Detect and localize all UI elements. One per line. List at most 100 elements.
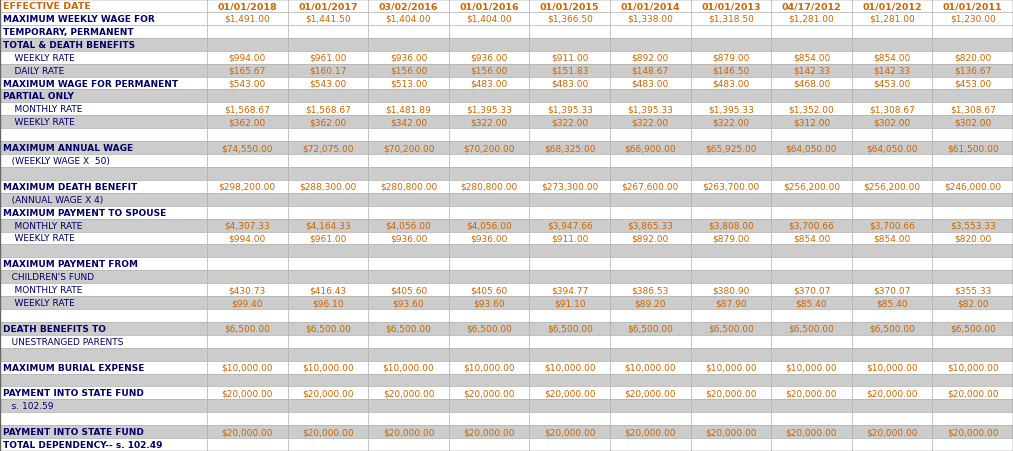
Bar [691, 0, 771, 13]
Bar [610, 245, 691, 258]
Bar [0, 142, 207, 155]
Text: $6,500.00: $6,500.00 [224, 324, 270, 333]
Text: $20,000.00: $20,000.00 [544, 427, 596, 436]
Text: $1,281.00: $1,281.00 [869, 15, 915, 24]
Bar [288, 51, 368, 64]
Text: $854.00: $854.00 [793, 234, 830, 243]
Bar [691, 232, 771, 245]
Text: $263,700.00: $263,700.00 [702, 182, 760, 191]
Text: MAXIMUM PAYMENT TO SPOUSE: MAXIMUM PAYMENT TO SPOUSE [3, 208, 166, 217]
Bar [368, 219, 449, 232]
Text: $854.00: $854.00 [793, 54, 830, 63]
Bar [207, 51, 288, 64]
Text: $3,865.33: $3,865.33 [627, 221, 674, 230]
Bar [852, 245, 932, 258]
Text: 01/01/2011: 01/01/2011 [943, 2, 1003, 11]
Bar [207, 271, 288, 284]
Bar [771, 39, 852, 51]
Text: $93.60: $93.60 [473, 299, 504, 307]
Bar [368, 232, 449, 245]
Bar [288, 374, 368, 387]
Bar [449, 219, 530, 232]
Bar [610, 309, 691, 322]
Bar [0, 335, 207, 348]
Text: $280,800.00: $280,800.00 [380, 182, 438, 191]
Bar [288, 296, 368, 309]
Bar [368, 374, 449, 387]
Bar [0, 51, 207, 64]
Bar [852, 387, 932, 400]
Text: $820.00: $820.00 [954, 234, 992, 243]
Text: $936.00: $936.00 [470, 234, 508, 243]
Bar [771, 155, 852, 168]
Text: $10,000.00: $10,000.00 [947, 363, 999, 372]
Bar [852, 142, 932, 155]
Text: $70,200.00: $70,200.00 [463, 144, 515, 153]
Bar [932, 155, 1013, 168]
Bar [530, 361, 610, 374]
Bar [691, 400, 771, 412]
Text: $430.73: $430.73 [229, 285, 266, 295]
Bar [449, 90, 530, 103]
Bar [0, 245, 207, 258]
Bar [852, 361, 932, 374]
Bar [610, 26, 691, 39]
Bar [449, 193, 530, 206]
Bar [610, 78, 691, 90]
Bar [852, 13, 932, 26]
Bar [0, 400, 207, 412]
Bar [449, 400, 530, 412]
Bar [288, 129, 368, 142]
Text: $936.00: $936.00 [470, 54, 508, 63]
Bar [691, 193, 771, 206]
Bar [207, 13, 288, 26]
Bar [852, 412, 932, 425]
Bar [610, 258, 691, 271]
Text: $961.00: $961.00 [309, 54, 346, 63]
Bar [207, 400, 288, 412]
Text: $65,925.00: $65,925.00 [705, 144, 757, 153]
Bar [932, 90, 1013, 103]
Bar [449, 309, 530, 322]
Text: $298,200.00: $298,200.00 [219, 182, 276, 191]
Bar [0, 284, 207, 296]
Bar [288, 425, 368, 438]
Text: $302.00: $302.00 [954, 118, 992, 127]
Text: $99.40: $99.40 [232, 299, 263, 307]
Bar [852, 258, 932, 271]
Bar [771, 0, 852, 13]
Bar [771, 193, 852, 206]
Text: $70,200.00: $70,200.00 [383, 144, 435, 153]
Bar [932, 271, 1013, 284]
Text: $322.00: $322.00 [470, 118, 508, 127]
Bar [771, 271, 852, 284]
Bar [449, 245, 530, 258]
Text: $416.43: $416.43 [309, 285, 346, 295]
Bar [530, 348, 610, 361]
Bar [288, 13, 368, 26]
Text: $20,000.00: $20,000.00 [302, 427, 354, 436]
Text: $160.17: $160.17 [309, 66, 346, 75]
Text: $1,404.00: $1,404.00 [386, 15, 432, 24]
Bar [207, 387, 288, 400]
Text: EFFECTIVE DATE: EFFECTIVE DATE [3, 2, 91, 11]
Bar [449, 425, 530, 438]
Bar [852, 206, 932, 219]
Bar [691, 245, 771, 258]
Bar [368, 387, 449, 400]
Text: $20,000.00: $20,000.00 [786, 388, 838, 397]
Text: $3,700.66: $3,700.66 [788, 221, 835, 230]
Bar [932, 348, 1013, 361]
Text: $64,050.00: $64,050.00 [786, 144, 838, 153]
Bar [0, 90, 207, 103]
Bar [368, 271, 449, 284]
Bar [368, 361, 449, 374]
Bar [932, 51, 1013, 64]
Bar [771, 180, 852, 193]
Bar [932, 168, 1013, 180]
Text: $322.00: $322.00 [712, 118, 750, 127]
Bar [207, 129, 288, 142]
Text: TOTAL & DEATH BENEFITS: TOTAL & DEATH BENEFITS [3, 41, 135, 50]
Bar [368, 129, 449, 142]
Text: $72,075.00: $72,075.00 [302, 144, 354, 153]
